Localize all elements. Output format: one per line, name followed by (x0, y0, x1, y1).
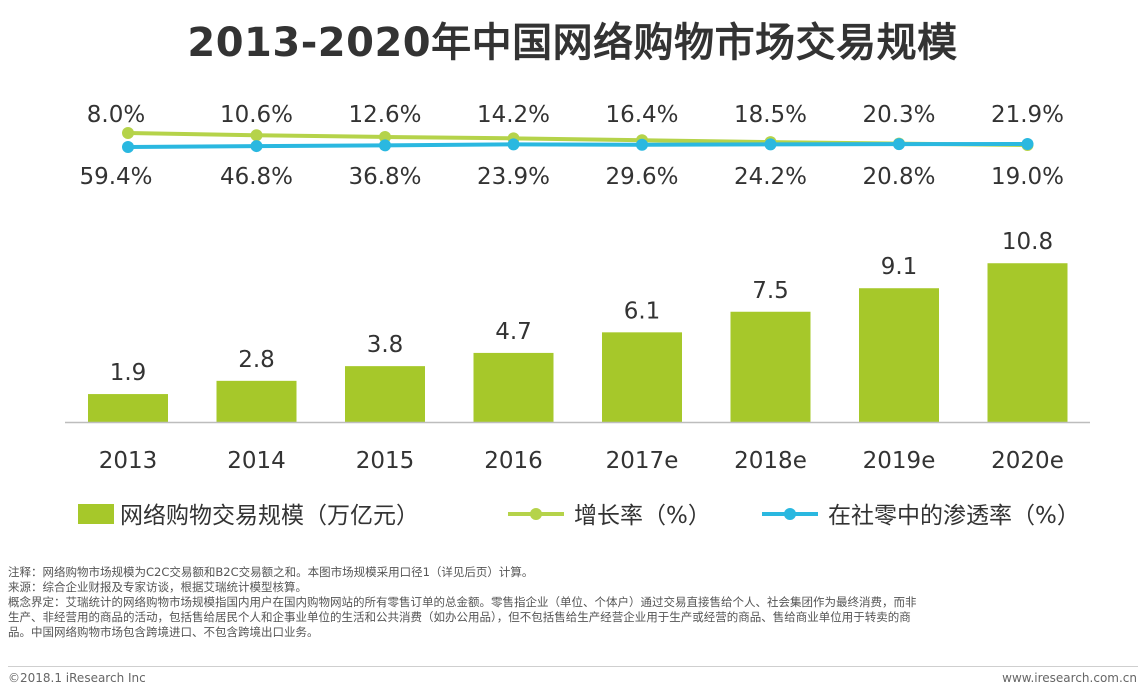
bar (859, 288, 939, 422)
x-tick-label: 2019e (863, 448, 936, 474)
growth-value-label: 12.6% (348, 102, 421, 128)
x-tick-label: 2020e (991, 448, 1064, 474)
bar (473, 352, 554, 422)
legend-swatch-bar (78, 504, 114, 524)
bar-value-label: 1.9 (110, 360, 147, 386)
bar-value-label: 6.1 (624, 298, 661, 324)
bar (602, 332, 682, 422)
penetration-point (764, 138, 777, 151)
note-line: 来源：综合企业财报及专家访谈，根据艾瑞统计模型核算。 (8, 580, 307, 594)
growth-value-label: 14.2% (477, 102, 550, 128)
penetration-value-label: 23.9% (477, 164, 550, 190)
legend-marker-growth (530, 508, 542, 520)
penetration-value-label: 29.6% (605, 164, 678, 190)
note-line: 生产、非经营用的商品的活动，包括售给居民个人和企事业单位的生活和公共消费（如办公… (8, 610, 911, 624)
bar-value-label: 2.8 (238, 347, 275, 373)
penetration-value-label: 19.0% (991, 164, 1064, 190)
legend-label: 增长率（%） (574, 503, 711, 529)
note-line: 概念界定：艾瑞统计的网络购物市场规模指国内用户在国内购物网站的所有零售订单的总金… (8, 595, 917, 609)
penetration-value-label: 20.8% (862, 164, 935, 190)
bar-value-label: 9.1 (881, 254, 918, 280)
legend-marker-penetration (784, 508, 796, 520)
penetration-point (893, 138, 905, 151)
bar-value-label: 7.5 (752, 278, 789, 304)
penetration-value-label: 59.4% (79, 164, 152, 190)
note-line: 注释：网络购物市场规模为C2C交易额和B2C交易额之和。本图市场规模采用口径1（… (8, 565, 534, 579)
bar-value-label: 4.7 (495, 319, 532, 345)
penetration-point (1021, 138, 1034, 150)
penetration-value-label: 46.8% (220, 164, 293, 190)
growth-value-label: 21.9% (991, 102, 1064, 128)
growth-point (379, 130, 391, 143)
growth-value-label: 18.5% (734, 102, 807, 128)
x-tick-label: 2015 (356, 448, 415, 474)
notes: 注释：网络购物市场规模为C2C交易额和B2C交易额之和。本图市场规模采用口径1（… (8, 565, 1136, 640)
bar (987, 263, 1068, 422)
copyright: ©2018.1 iResearch Inc (8, 671, 146, 685)
growth-point (122, 127, 134, 139)
x-tick-label: 2016 (484, 448, 543, 474)
bar (88, 394, 168, 422)
x-tick-label: 2018e (734, 448, 807, 474)
bar (345, 366, 425, 422)
penetration-point (379, 139, 391, 152)
growth-value-label: 8.0% (87, 102, 145, 128)
penetration-value-label: 24.2% (734, 164, 807, 190)
growth-value-label: 16.4% (605, 102, 678, 128)
chart: 1.9 2.8 3.8 4.7 6.1 7.5 9.1 10.8 2013 2014 2015 201… (65, 102, 1090, 529)
penetration-point (507, 138, 520, 151)
growth-point (250, 129, 263, 142)
x-tick-label: 2017e (606, 448, 679, 474)
footer-divider (8, 666, 1138, 667)
bar-value-label: 3.8 (367, 332, 404, 358)
penetration-value-label: 36.8% (348, 164, 421, 190)
legend-label: 在社零中的渗透率（%） (828, 503, 1080, 529)
legend-label: 网络购物交易规模（万亿元） (120, 503, 419, 529)
penetration-point (122, 141, 134, 153)
website-link[interactable]: www.iresearch.com.cn (1002, 671, 1137, 685)
chart-title: 2013-2020年中国网络购物市场交易规模 (187, 20, 958, 66)
bar-value-label: 10.8 (1002, 229, 1053, 255)
x-tick-label: 2014 (227, 448, 286, 474)
bar (216, 380, 297, 422)
growth-value-label: 20.3% (862, 102, 935, 128)
growth-value-label: 10.6% (220, 102, 293, 128)
penetration-point (250, 140, 263, 153)
penetration-line (127, 142, 1028, 149)
penetration-point (636, 138, 648, 151)
note-line: 品。中国网络购物市场包含跨境进口、不包含跨境出口业务。 (8, 625, 319, 639)
bar (730, 311, 811, 422)
x-tick-label: 2013 (99, 448, 158, 474)
